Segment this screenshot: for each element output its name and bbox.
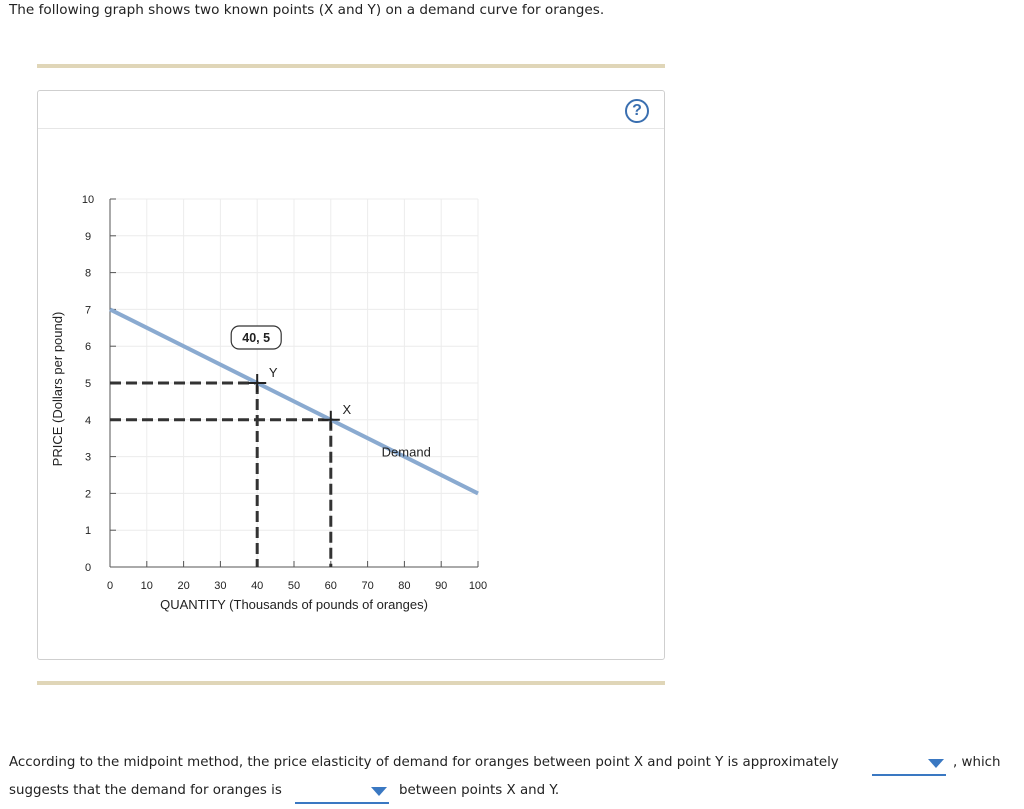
- elasticity-dropdown[interactable]: [872, 754, 946, 776]
- x-tick-label: 20: [177, 580, 189, 592]
- y-tick-label: 4: [85, 415, 91, 427]
- y-tick-label: 2: [85, 488, 91, 500]
- question-text-1: According to the midpoint method, the pr…: [9, 755, 839, 770]
- x-tick-label: 10: [141, 580, 153, 592]
- x-tick-label: 0: [107, 580, 113, 592]
- y-tick-label: 5: [85, 378, 91, 390]
- question-line-1: According to the midpoint method, the pr…: [9, 755, 839, 770]
- y-tick-label: 3: [85, 452, 91, 464]
- demand-curve: [109, 307, 479, 496]
- top-divider: [37, 64, 665, 68]
- point-label-y: Y: [269, 365, 278, 380]
- y-tick-label: 0: [85, 562, 91, 574]
- x-tick-label: 100: [469, 580, 487, 592]
- y-tick-label: 1: [85, 525, 91, 537]
- y-tick-label: 6: [85, 341, 91, 353]
- x-tick-label: 70: [361, 580, 373, 592]
- intro-text: The following graph shows two known poin…: [9, 2, 605, 18]
- question-text-2: , which: [953, 755, 1001, 770]
- panel-header-divider: [38, 128, 664, 129]
- x-tick-label: 40: [251, 580, 263, 592]
- series-label-demand: Demand: [382, 445, 431, 460]
- question-text-4: between points X and Y.: [399, 783, 560, 798]
- y-tick-label: 7: [85, 304, 91, 316]
- help-icon[interactable]: ?: [625, 99, 649, 123]
- y-tick-label: 8: [85, 268, 91, 280]
- graph-panel: ? 0 10 20 30 40 50 60 70 80 90 100 0 1 2 3 4 5 6 7 8 9 10 QUAN…: [37, 90, 665, 660]
- x-tick-label: 90: [435, 580, 447, 592]
- x-tick-label: 30: [214, 580, 226, 592]
- chevron-down-icon: [371, 787, 387, 796]
- x-tick-label: 50: [288, 580, 300, 592]
- demand-type-dropdown[interactable]: [295, 782, 389, 804]
- chevron-down-icon: [928, 759, 944, 768]
- y-axis-label: PRICE (Dollars per pound): [50, 312, 65, 467]
- y-tick-label: 9: [85, 231, 91, 243]
- point-tooltip-label: 40, 5: [242, 331, 270, 345]
- x-axis-label: QUANTITY (Thousands of pounds of oranges…: [160, 597, 428, 612]
- y-tick-label: 10: [82, 194, 94, 206]
- point-tooltip-box: [230, 325, 282, 350]
- x-tick-label: 80: [398, 580, 410, 592]
- question-text-3: suggests that the demand for oranges is: [9, 783, 282, 798]
- bottom-divider: [37, 681, 665, 685]
- point-label-x: X: [342, 402, 351, 417]
- demand-chart: 0 10 20 30 40 50 60 70 80 90 100 0 1 2 3 4 5 6 7 8 9 10 QUANTI…: [50, 194, 487, 612]
- x-tick-label: 60: [325, 580, 337, 592]
